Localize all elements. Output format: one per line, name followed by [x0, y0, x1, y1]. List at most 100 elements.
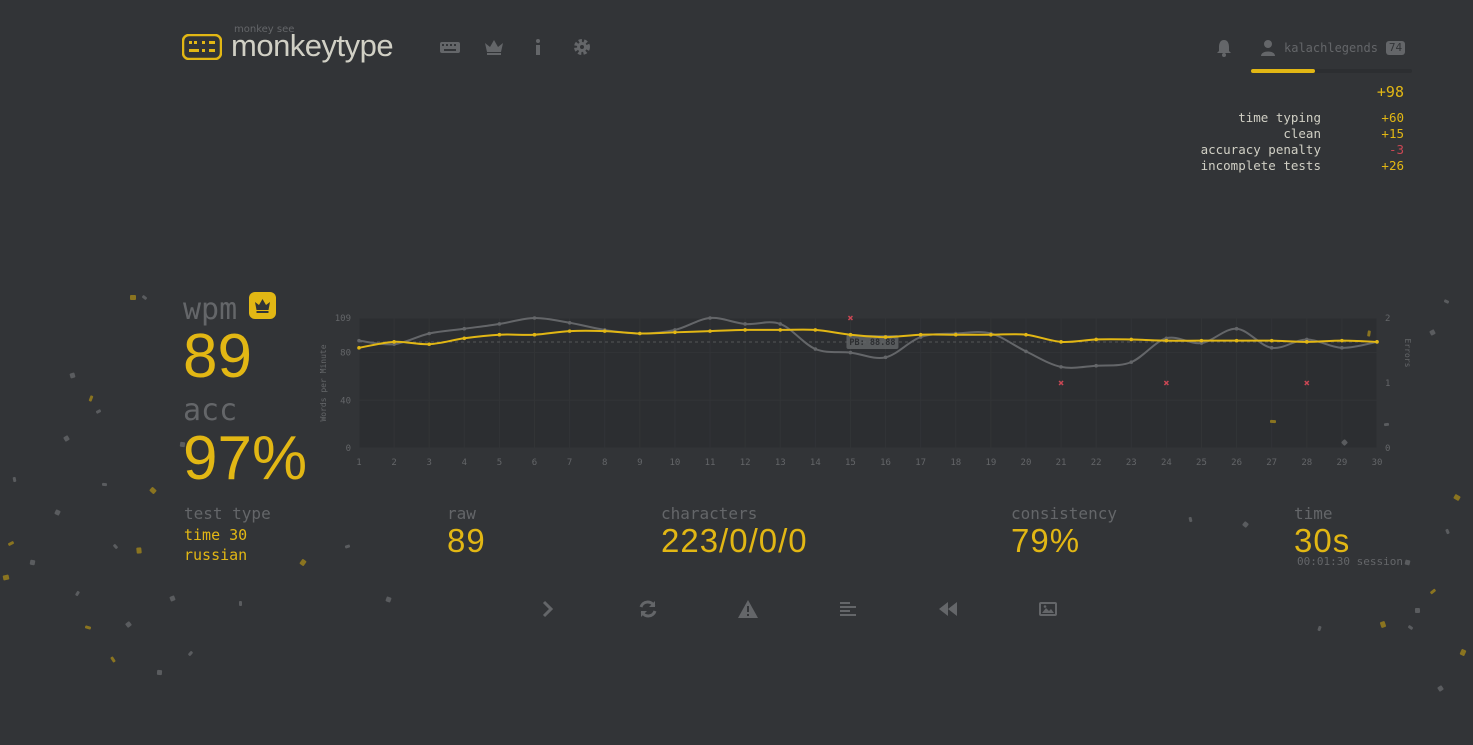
- x-tick-label: 29: [1336, 458, 1347, 468]
- data-point-wpm: [1059, 340, 1063, 344]
- data-point-wpm: [1340, 338, 1344, 343]
- xp-row-label: accuracy penalty: [1200, 142, 1321, 157]
- consistency-label: consistency: [1011, 504, 1117, 523]
- x-tick-label: 4: [462, 458, 467, 468]
- x-tick-label: 15: [845, 458, 856, 468]
- data-point-raw: [1129, 360, 1134, 364]
- replay-button[interactable]: [936, 598, 960, 620]
- wpm-value: 89: [183, 322, 252, 391]
- image-icon: [1039, 602, 1057, 616]
- crown-icon[interactable]: [483, 37, 505, 57]
- xp-row-value: +26: [1381, 158, 1404, 173]
- data-point-wpm: [567, 329, 572, 333]
- data-point-wpm: [532, 332, 537, 337]
- account-button[interactable]: kalachlegends 74: [1260, 38, 1406, 58]
- data-point-wpm: [813, 328, 818, 332]
- y-tick-label: 0: [346, 444, 351, 454]
- logo-text[interactable]: monkeytype: [231, 28, 394, 63]
- x-tick-label: 17: [915, 458, 926, 468]
- backward-icon: [939, 602, 957, 616]
- error-marker: [1304, 380, 1310, 386]
- confetti-piece: [141, 294, 148, 301]
- characters-label: characters: [661, 504, 758, 523]
- confetti-piece: [1383, 422, 1390, 427]
- logo-icon[interactable]: [181, 33, 223, 61]
- x-tick-label: 26: [1231, 458, 1242, 468]
- confetti-piece: [1407, 624, 1414, 631]
- confetti-piece: [156, 669, 163, 676]
- restart-button[interactable]: [636, 598, 660, 620]
- confetti-piece: [299, 558, 307, 567]
- xp-row-label: incomplete tests: [1200, 158, 1321, 173]
- data-point-raw: [497, 322, 502, 326]
- confetti-piece: [110, 656, 116, 663]
- data-point-raw: [708, 316, 712, 320]
- logo-subtitle: monkey see: [234, 24, 295, 35]
- data-point-wpm: [1199, 338, 1204, 343]
- next-test-button[interactable]: [536, 598, 560, 620]
- confetti-piece: [1459, 648, 1467, 657]
- x-tick-label: 25: [1196, 458, 1207, 468]
- x-tick-label: 1: [356, 458, 361, 468]
- data-point-wpm: [708, 329, 712, 333]
- data-point-wpm: [953, 332, 958, 337]
- consistency-value: 79%: [1011, 522, 1081, 559]
- x-tick-label: 30: [1372, 458, 1383, 468]
- data-point-raw: [848, 350, 853, 355]
- confetti-piece: [29, 559, 36, 566]
- x-tick-label: 7: [567, 458, 572, 468]
- screenshot-button[interactable]: [1036, 598, 1060, 620]
- raw-value: 89: [447, 522, 486, 559]
- confetti-piece: [101, 482, 108, 487]
- confetti-piece: [1379, 620, 1387, 629]
- keyboard-icon[interactable]: [439, 37, 461, 57]
- time-value: 30s: [1294, 522, 1351, 559]
- data-point-raw: [813, 347, 818, 351]
- data-point-wpm: [392, 340, 396, 344]
- data-point-raw: [743, 322, 747, 326]
- series-line-raw: [358, 316, 1378, 369]
- x-tick-label: 3: [426, 458, 431, 468]
- confetti-piece: [95, 408, 102, 415]
- data-point-raw: [1234, 326, 1239, 331]
- x-tick-label: 2: [391, 458, 396, 468]
- x-tick-label: 18: [950, 458, 961, 468]
- confetti-piece: [187, 650, 194, 657]
- data-point-wpm: [778, 328, 783, 332]
- confetti-piece: [2, 574, 10, 581]
- confetti-piece: [84, 625, 92, 630]
- confetti-piece: [12, 476, 17, 483]
- confetti-piece: [130, 295, 136, 300]
- confetti-piece: [7, 540, 15, 547]
- confetti-piece: [69, 372, 76, 379]
- bell-icon[interactable]: [1215, 38, 1233, 58]
- x-tick-label: 23: [1126, 458, 1137, 468]
- confetti-piece: [1241, 520, 1250, 529]
- xp-breakdown: time typing +60 clean +15 accuracy penalty…: [1170, 110, 1404, 174]
- error-marker: [847, 315, 853, 321]
- data-point-raw: [883, 355, 888, 360]
- confetti-piece: [1414, 607, 1421, 614]
- x-tick-label: 16: [880, 458, 891, 468]
- raw-label: raw: [447, 504, 476, 523]
- words-history-button[interactable]: [836, 598, 860, 620]
- data-point-wpm: [357, 346, 361, 350]
- data-point-raw: [427, 331, 432, 336]
- x-tick-label: 9: [637, 458, 642, 468]
- xp-progress-bar: [1251, 69, 1412, 73]
- x-tick-label: 5: [497, 458, 502, 468]
- info-icon[interactable]: [527, 37, 549, 57]
- crown-icon: [249, 292, 276, 319]
- report-button[interactable]: [736, 598, 760, 620]
- confetti-piece: [1443, 299, 1450, 304]
- y-tick-label: 80: [340, 349, 351, 359]
- data-point-wpm: [1094, 337, 1098, 342]
- error-marker: [1163, 380, 1169, 386]
- characters-value: 223/0/0/0: [661, 522, 808, 559]
- gear-icon[interactable]: [571, 37, 593, 57]
- account-name: kalachlegends: [1284, 41, 1378, 55]
- confetti-piece: [54, 509, 61, 516]
- data-point-wpm: [848, 332, 853, 337]
- test-language: russian: [184, 546, 248, 564]
